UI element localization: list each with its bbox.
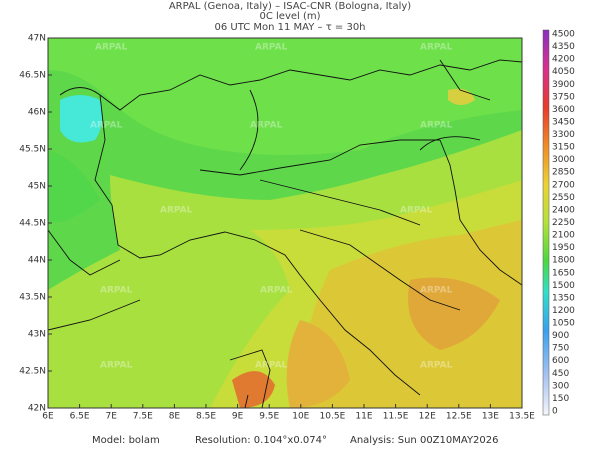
- colorbar-label: 1050: [552, 319, 575, 329]
- watermark: ARPAL: [100, 361, 133, 371]
- lon-label: 7E: [105, 412, 117, 422]
- colorbar-label: 2400: [552, 205, 575, 215]
- colorbar-label: 450: [552, 369, 569, 379]
- lat-label: 44.5N: [19, 219, 46, 229]
- lon-label: 11E: [355, 412, 372, 422]
- colorbar-label: 2850: [552, 168, 575, 178]
- colorbar-label: 150: [552, 394, 569, 404]
- colorbar-label: 3300: [552, 130, 575, 140]
- lat-label: 45N: [28, 182, 46, 192]
- colorbar: [542, 29, 550, 416]
- colorbar-label: 0: [552, 407, 558, 417]
- colorbar-label: 3600: [552, 105, 575, 115]
- watermark: ARPAL: [420, 43, 453, 53]
- lon-label: 8E: [169, 412, 181, 422]
- watermark: ARPAL: [255, 361, 288, 371]
- colorbar-label: 4350: [552, 42, 575, 52]
- lat-label: 43.5N: [19, 293, 46, 303]
- lon-label: 12E: [419, 412, 436, 422]
- colorbar-label: 3150: [552, 143, 575, 153]
- header-line: 06 UTC Mon 11 MAY – τ = 30h: [214, 22, 365, 33]
- lat-label: 45.5N: [19, 145, 46, 155]
- lat-label: 46N: [28, 108, 46, 118]
- lon-label: 12.5E: [446, 412, 472, 422]
- watermark: ARPAL: [260, 286, 293, 296]
- lon-label: 7.5E: [133, 412, 153, 422]
- lat-label: 44N: [28, 256, 46, 266]
- colorbar-label: 600: [552, 356, 569, 366]
- footer-model: Model: bolam: [92, 435, 160, 446]
- colorbar-label: 2100: [552, 231, 575, 241]
- colorbar-label: 4050: [552, 67, 575, 77]
- lat-label: 46.5N: [19, 71, 46, 81]
- colorbar-label: 750: [552, 344, 569, 354]
- colorbar-label: 1200: [552, 306, 575, 316]
- lon-label: 10.5E: [320, 412, 346, 422]
- colorbar-label: 3900: [552, 80, 575, 90]
- map-field: [48, 38, 522, 408]
- lon-label: 6.5E: [70, 412, 90, 422]
- colorbar-label: 2550: [552, 193, 575, 203]
- header-line: ARPAL (Genoa, Italy) – ISAC-CNR (Bologna…: [169, 1, 411, 12]
- colorbar-label: 1350: [552, 293, 575, 303]
- footer-analysis: Analysis: Sun 00Z10MAY2026: [350, 435, 499, 446]
- colorbar-label: 1500: [552, 281, 575, 291]
- watermark: ARPAL: [90, 121, 123, 131]
- colorbar-label: 3000: [552, 155, 575, 165]
- footer-resolution: Resolution: 0.104°x0.074°: [195, 435, 327, 446]
- colorbar-label: 4200: [552, 55, 575, 65]
- colorbar-label: 900: [552, 331, 569, 341]
- colorbar-label: 1650: [552, 268, 575, 278]
- watermark: ARPAL: [95, 43, 128, 53]
- colorbar-label: 3750: [552, 92, 575, 102]
- colorbar-label: 300: [552, 381, 569, 391]
- watermark: ARPAL: [100, 286, 133, 296]
- watermark: ARPAL: [420, 361, 453, 371]
- colorbar-label: 4500: [552, 30, 575, 40]
- lon-label: 8.5E: [196, 412, 216, 422]
- lon-label: 13.5E: [509, 412, 535, 422]
- lat-label: 47N: [28, 34, 46, 44]
- watermark: ARPAL: [400, 206, 433, 216]
- watermark: ARPAL: [420, 286, 453, 296]
- lat-label: 42.5N: [19, 367, 46, 377]
- watermark: ARPAL: [250, 121, 283, 131]
- lon-label: 6E: [42, 412, 54, 422]
- lat-label: 43N: [28, 330, 46, 340]
- lon-label: 11.5E: [383, 412, 409, 422]
- watermark: ARPAL: [160, 206, 193, 216]
- watermark: ARPAL: [420, 121, 453, 131]
- colorbar-label: 1950: [552, 243, 575, 253]
- lat-label: 42N: [28, 404, 46, 414]
- colorbar-label: 1800: [552, 256, 575, 266]
- colorbar-label: 2700: [552, 180, 575, 190]
- header-line: 0C level (m): [259, 11, 320, 22]
- lon-label: 10E: [292, 412, 309, 422]
- lon-label: 9.5E: [259, 412, 279, 422]
- watermark: ARPAL: [255, 43, 288, 53]
- lon-label: 13E: [482, 412, 499, 422]
- colorbar-label: 2250: [552, 218, 575, 228]
- lon-label: 9E: [232, 412, 244, 422]
- colorbar-label: 3450: [552, 117, 575, 127]
